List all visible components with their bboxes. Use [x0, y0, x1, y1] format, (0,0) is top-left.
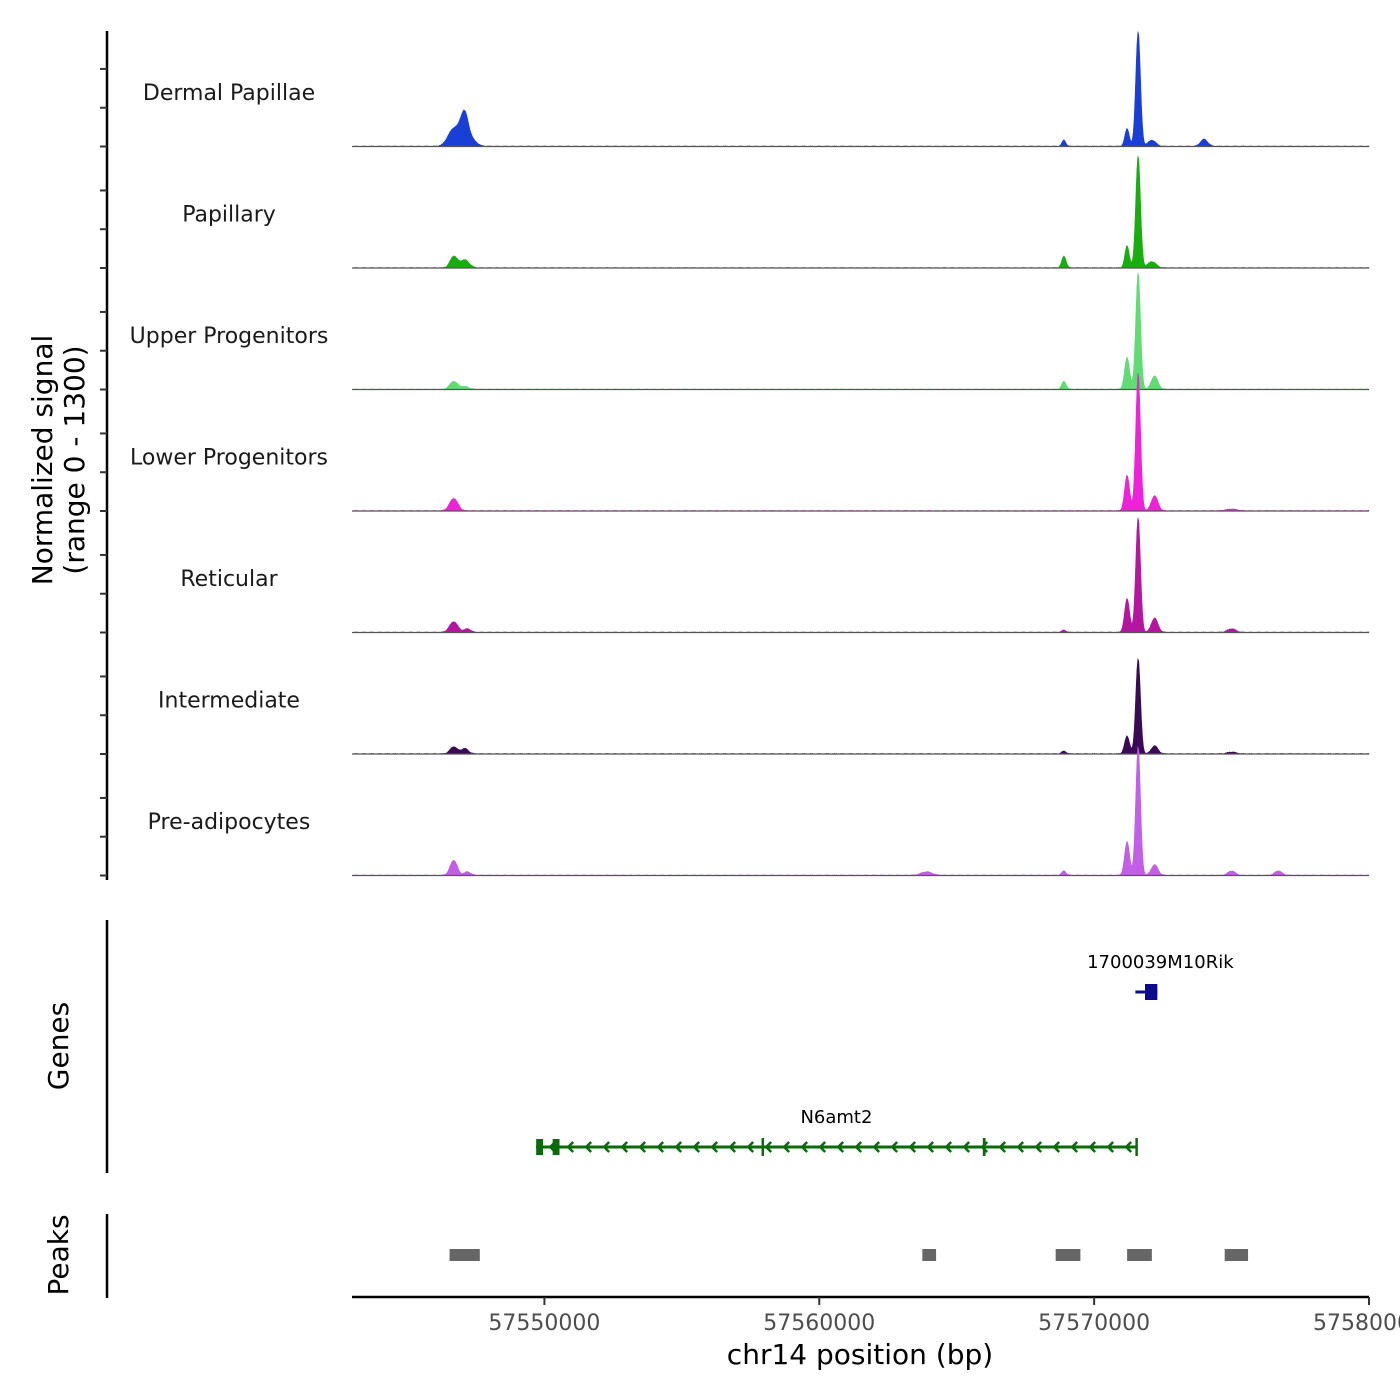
- strand-arrow: [1016, 1141, 1025, 1153]
- track-label: Upper Progenitors: [130, 324, 329, 349]
- signal-area: [351, 658, 1370, 755]
- gene-1700039m10rik: 1700039M10Rik: [1087, 952, 1234, 1000]
- track-label: Papillary: [182, 203, 276, 228]
- strand-arrow: [1052, 1141, 1061, 1153]
- strand-arrow: [1088, 1141, 1097, 1153]
- strand-arrow: [818, 1141, 827, 1153]
- gene-annotations: 1700039M10Rik N6amt2: [536, 952, 1234, 1156]
- x-tick-label: 57550000: [488, 1311, 600, 1336]
- strand-arrow: [908, 1141, 917, 1153]
- strand-arrow: [1106, 1141, 1115, 1153]
- track-label: Pre-adipocytes: [148, 810, 311, 835]
- track-label: Reticular: [180, 567, 278, 592]
- signal-area: [351, 272, 1370, 390]
- signal-area: [351, 31, 1370, 147]
- x-tick-label: 57580000: [1313, 1311, 1400, 1336]
- gene-exon: [761, 1138, 765, 1156]
- strand-arrow: [872, 1141, 881, 1153]
- x-tick-label: 57570000: [1038, 1311, 1150, 1336]
- strand-arrow: [710, 1141, 719, 1153]
- strand-arrow: [1034, 1141, 1043, 1153]
- peak-region: [449, 1249, 480, 1261]
- gene-label: N6amt2: [800, 1107, 872, 1128]
- y-axis-subtitle: (range 0 - 1300): [58, 345, 91, 574]
- strand-arrow: [998, 1141, 1007, 1153]
- track-intermediate: Intermediate: [158, 658, 1370, 755]
- gene-exon: [536, 1139, 544, 1155]
- strand-arrow: [962, 1141, 971, 1153]
- y-axis-title: Normalized signal: [26, 335, 59, 586]
- track-dermal-papillae: Dermal Papillae: [143, 31, 1370, 148]
- strand-arrow: [620, 1141, 629, 1153]
- strand-arrow: [1070, 1141, 1079, 1153]
- gene-exon: [552, 1139, 560, 1155]
- signal-area: [351, 517, 1370, 633]
- strand-arrow: [602, 1141, 611, 1153]
- gene-label: 1700039M10Rik: [1087, 952, 1234, 973]
- track-label: Intermediate: [158, 689, 300, 714]
- strand-arrow: [584, 1141, 593, 1153]
- x-axis-title: chr14 position (bp): [727, 1338, 993, 1371]
- x-axis: 57550000 57560000 57570000 57580000: [488, 1297, 1400, 1336]
- signal-y-axis: [100, 31, 109, 880]
- strand-arrow: [656, 1141, 665, 1153]
- coverage-tracks: Dermal Papillae Papillary Upper Progenitor…: [130, 31, 1370, 877]
- track-reticular: Reticular: [180, 517, 1370, 634]
- track-lower-progenitors: Lower Progenitors: [130, 373, 1370, 512]
- strand-arrow: [890, 1141, 899, 1153]
- peak-region: [1224, 1249, 1249, 1261]
- track-pre-adipocytes: Pre-adipocytes: [148, 746, 1370, 877]
- peaks-axis-title: Peaks: [42, 1214, 75, 1295]
- signal-area: [351, 746, 1370, 876]
- signal-area: [351, 373, 1370, 512]
- track-papillary: Papillary: [182, 155, 1370, 269]
- strand-arrow: [674, 1141, 683, 1153]
- strand-arrow: [566, 1141, 575, 1153]
- strand-arrow: [692, 1141, 701, 1153]
- gene-exon: [1144, 984, 1158, 1000]
- genes-axis-title: Genes: [42, 1002, 75, 1090]
- peak-regions: [449, 1249, 1249, 1261]
- track-upper-progenitors: Upper Progenitors: [130, 272, 1370, 391]
- peak-region: [1055, 1249, 1081, 1261]
- strand-arrow: [764, 1141, 773, 1153]
- strand-arrow: [782, 1141, 791, 1153]
- strand-arrow: [854, 1141, 863, 1153]
- gene-exon: [982, 1138, 986, 1156]
- peak-region: [922, 1249, 937, 1261]
- gene-n6amt2: N6amt2: [536, 1107, 1138, 1156]
- strand-arrow: [836, 1141, 845, 1153]
- x-tick-label: 57560000: [763, 1311, 875, 1336]
- track-label: Lower Progenitors: [130, 446, 328, 471]
- strand-arrow: [746, 1141, 755, 1153]
- peak-region: [1127, 1249, 1152, 1261]
- strand-arrow: [1124, 1141, 1133, 1153]
- strand-arrow: [728, 1141, 737, 1153]
- strand-arrow: [800, 1141, 809, 1153]
- strand-arrow: [638, 1141, 647, 1153]
- strand-arrow: [944, 1141, 953, 1153]
- signal-area: [351, 155, 1370, 269]
- strand-arrow: [926, 1141, 935, 1153]
- track-label: Dermal Papillae: [143, 81, 315, 106]
- gene-exon: [1135, 1138, 1138, 1156]
